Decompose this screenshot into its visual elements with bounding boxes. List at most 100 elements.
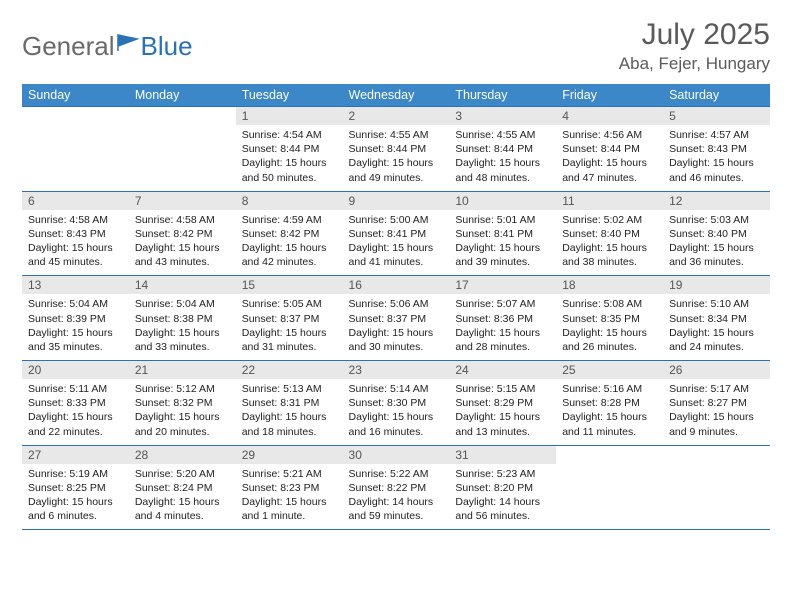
calendar-cell: 20Sunrise: 5:11 AMSunset: 8:33 PMDayligh…: [22, 361, 129, 446]
day-number: 27: [22, 446, 129, 464]
calendar-cell: 15Sunrise: 5:05 AMSunset: 8:37 PMDayligh…: [236, 276, 343, 361]
daylight-line: Daylight: 15 hours and 49 minutes.: [349, 156, 444, 184]
day-body: Sunrise: 5:07 AMSunset: 8:36 PMDaylight:…: [449, 294, 556, 360]
calendar-body: 1Sunrise: 4:54 AMSunset: 8:44 PMDaylight…: [22, 107, 770, 530]
sunrise-line: Sunrise: 4:59 AM: [242, 213, 337, 227]
calendar-cell: 28Sunrise: 5:20 AMSunset: 8:24 PMDayligh…: [129, 445, 236, 530]
daylight-line: Daylight: 15 hours and 31 minutes.: [242, 326, 337, 354]
daylight-line: Daylight: 15 hours and 11 minutes.: [562, 410, 657, 438]
day-body: Sunrise: 5:19 AMSunset: 8:25 PMDaylight:…: [22, 464, 129, 530]
calendar-cell: 7Sunrise: 4:58 AMSunset: 8:42 PMDaylight…: [129, 191, 236, 276]
col-thursday: Thursday: [449, 84, 556, 107]
daylight-line: Daylight: 15 hours and 47 minutes.: [562, 156, 657, 184]
sunset-line: Sunset: 8:29 PM: [455, 396, 550, 410]
day-number: [22, 107, 129, 125]
daylight-line: Daylight: 15 hours and 38 minutes.: [562, 241, 657, 269]
sunset-line: Sunset: 8:35 PM: [562, 312, 657, 326]
day-body: Sunrise: 5:10 AMSunset: 8:34 PMDaylight:…: [663, 294, 770, 360]
day-number: 23: [343, 361, 450, 379]
daylight-line: Daylight: 15 hours and 20 minutes.: [135, 410, 230, 438]
calendar-cell: 30Sunrise: 5:22 AMSunset: 8:22 PMDayligh…: [343, 445, 450, 530]
sunrise-line: Sunrise: 5:14 AM: [349, 382, 444, 396]
logo-text-right: Blue: [141, 31, 193, 62]
calendar-cell: 2Sunrise: 4:55 AMSunset: 8:44 PMDaylight…: [343, 107, 450, 192]
day-body: Sunrise: 4:57 AMSunset: 8:43 PMDaylight:…: [663, 125, 770, 191]
sunset-line: Sunset: 8:22 PM: [349, 481, 444, 495]
daylight-line: Daylight: 15 hours and 6 minutes.: [28, 495, 123, 523]
daylight-line: Daylight: 15 hours and 48 minutes.: [455, 156, 550, 184]
sunset-line: Sunset: 8:44 PM: [242, 142, 337, 156]
sunset-line: Sunset: 8:41 PM: [349, 227, 444, 241]
day-body: Sunrise: 5:05 AMSunset: 8:37 PMDaylight:…: [236, 294, 343, 360]
daylight-line: Daylight: 15 hours and 43 minutes.: [135, 241, 230, 269]
calendar-header-row: Sunday Monday Tuesday Wednesday Thursday…: [22, 84, 770, 107]
sunrise-line: Sunrise: 5:00 AM: [349, 213, 444, 227]
sunrise-line: Sunrise: 5:08 AM: [562, 297, 657, 311]
sunset-line: Sunset: 8:42 PM: [135, 227, 230, 241]
sunrise-line: Sunrise: 5:16 AM: [562, 382, 657, 396]
day-number: 4: [556, 107, 663, 125]
sunrise-line: Sunrise: 4:58 AM: [135, 213, 230, 227]
sunset-line: Sunset: 8:30 PM: [349, 396, 444, 410]
day-body: Sunrise: 4:58 AMSunset: 8:42 PMDaylight:…: [129, 210, 236, 276]
sunset-line: Sunset: 8:40 PM: [669, 227, 764, 241]
sunrise-line: Sunrise: 5:22 AM: [349, 467, 444, 481]
daylight-line: Daylight: 15 hours and 26 minutes.: [562, 326, 657, 354]
col-wednesday: Wednesday: [343, 84, 450, 107]
calendar-cell: 27Sunrise: 5:19 AMSunset: 8:25 PMDayligh…: [22, 445, 129, 530]
sunrise-line: Sunrise: 5:04 AM: [28, 297, 123, 311]
day-number: 6: [22, 192, 129, 210]
day-body: Sunrise: 4:56 AMSunset: 8:44 PMDaylight:…: [556, 125, 663, 191]
day-body: Sunrise: 5:21 AMSunset: 8:23 PMDaylight:…: [236, 464, 343, 530]
calendar-cell: 16Sunrise: 5:06 AMSunset: 8:37 PMDayligh…: [343, 276, 450, 361]
sunset-line: Sunset: 8:24 PM: [135, 481, 230, 495]
header: General Blue July 2025 Aba, Fejer, Hunga…: [22, 18, 770, 74]
logo-text-left: General: [22, 31, 115, 62]
day-number: 10: [449, 192, 556, 210]
sunset-line: Sunset: 8:43 PM: [669, 142, 764, 156]
logo: General Blue: [22, 31, 193, 62]
sunset-line: Sunset: 8:44 PM: [455, 142, 550, 156]
day-number: 16: [343, 276, 450, 294]
daylight-line: Daylight: 15 hours and 18 minutes.: [242, 410, 337, 438]
day-number: 21: [129, 361, 236, 379]
calendar-week-row: 27Sunrise: 5:19 AMSunset: 8:25 PMDayligh…: [22, 445, 770, 530]
calendar-cell: 4Sunrise: 4:56 AMSunset: 8:44 PMDaylight…: [556, 107, 663, 192]
sunrise-line: Sunrise: 5:11 AM: [28, 382, 123, 396]
sunset-line: Sunset: 8:32 PM: [135, 396, 230, 410]
calendar-week-row: 6Sunrise: 4:58 AMSunset: 8:43 PMDaylight…: [22, 191, 770, 276]
day-number: 25: [556, 361, 663, 379]
calendar-cell: 8Sunrise: 4:59 AMSunset: 8:42 PMDaylight…: [236, 191, 343, 276]
day-body: Sunrise: 4:55 AMSunset: 8:44 PMDaylight:…: [449, 125, 556, 191]
calendar-cell: 29Sunrise: 5:21 AMSunset: 8:23 PMDayligh…: [236, 445, 343, 530]
day-body: Sunrise: 5:23 AMSunset: 8:20 PMDaylight:…: [449, 464, 556, 530]
sunrise-line: Sunrise: 5:19 AM: [28, 467, 123, 481]
day-body: Sunrise: 5:17 AMSunset: 8:27 PMDaylight:…: [663, 379, 770, 445]
sunrise-line: Sunrise: 5:05 AM: [242, 297, 337, 311]
calendar-cell: [129, 107, 236, 192]
day-body: Sunrise: 5:08 AMSunset: 8:35 PMDaylight:…: [556, 294, 663, 360]
calendar-cell: 24Sunrise: 5:15 AMSunset: 8:29 PMDayligh…: [449, 361, 556, 446]
sunrise-line: Sunrise: 4:57 AM: [669, 128, 764, 142]
day-number: 5: [663, 107, 770, 125]
calendar-cell: 23Sunrise: 5:14 AMSunset: 8:30 PMDayligh…: [343, 361, 450, 446]
daylight-line: Daylight: 14 hours and 56 minutes.: [455, 495, 550, 523]
sunset-line: Sunset: 8:41 PM: [455, 227, 550, 241]
day-number: [129, 107, 236, 125]
day-number: 8: [236, 192, 343, 210]
calendar-week-row: 1Sunrise: 4:54 AMSunset: 8:44 PMDaylight…: [22, 107, 770, 192]
sunrise-line: Sunrise: 5:20 AM: [135, 467, 230, 481]
calendar-cell: 3Sunrise: 4:55 AMSunset: 8:44 PMDaylight…: [449, 107, 556, 192]
day-number: 31: [449, 446, 556, 464]
day-body: Sunrise: 5:02 AMSunset: 8:40 PMDaylight:…: [556, 210, 663, 276]
sunset-line: Sunset: 8:33 PM: [28, 396, 123, 410]
daylight-line: Daylight: 15 hours and 22 minutes.: [28, 410, 123, 438]
col-tuesday: Tuesday: [236, 84, 343, 107]
sunrise-line: Sunrise: 5:06 AM: [349, 297, 444, 311]
calendar-cell: 18Sunrise: 5:08 AMSunset: 8:35 PMDayligh…: [556, 276, 663, 361]
calendar-page: General Blue July 2025 Aba, Fejer, Hunga…: [0, 0, 792, 548]
sunset-line: Sunset: 8:23 PM: [242, 481, 337, 495]
sunset-line: Sunset: 8:42 PM: [242, 227, 337, 241]
sunrise-line: Sunrise: 5:12 AM: [135, 382, 230, 396]
day-body: Sunrise: 5:12 AMSunset: 8:32 PMDaylight:…: [129, 379, 236, 445]
